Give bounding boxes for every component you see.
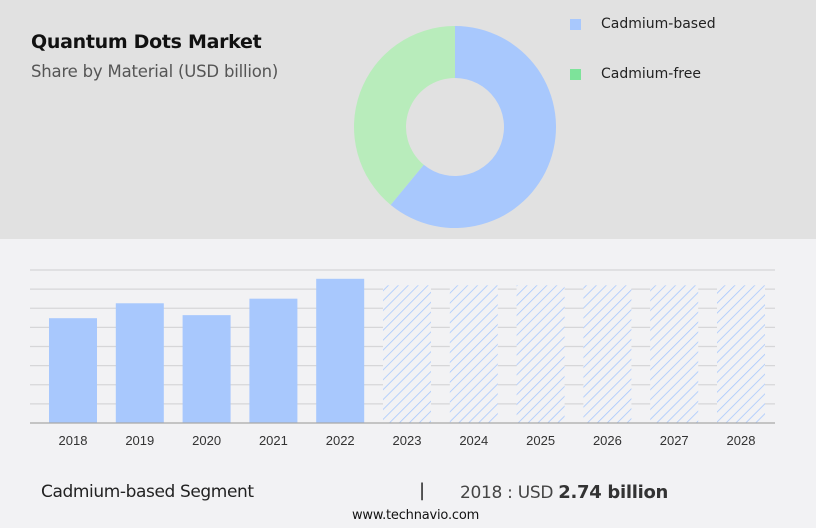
segment-value: 2018 : USD 2.74 billion xyxy=(460,482,668,503)
x-label-2027: 2027 xyxy=(660,433,689,448)
donut-slice-cadmium-based xyxy=(390,26,556,228)
x-label-2020: 2020 xyxy=(192,433,221,448)
footer-separator: | xyxy=(419,480,426,501)
website-link[interactable]: www.technavio.com xyxy=(352,508,480,523)
bar-2022 xyxy=(316,278,365,423)
bar-2024-forecast xyxy=(449,285,498,423)
segment-year-prefix: 2018 : USD xyxy=(460,483,554,503)
bars xyxy=(49,278,765,423)
legend-label-cadmium-free: Cadmium-free xyxy=(601,66,701,82)
x-label-2028: 2028 xyxy=(727,433,756,448)
legend-label-cadmium-based: Cadmium-based xyxy=(601,16,716,32)
donut-chart xyxy=(354,26,556,228)
bar-2020 xyxy=(182,315,231,423)
bar-2025-forecast xyxy=(516,285,565,423)
legend-swatch-cadmium-free xyxy=(570,68,581,80)
bar-2023-forecast xyxy=(383,285,431,423)
x-label-2023: 2023 xyxy=(393,433,422,448)
legend-item-cadmium-based: Cadmium-based xyxy=(570,16,716,32)
legend-item-cadmium-free: Cadmium-free xyxy=(570,66,701,82)
x-label-2025: 2025 xyxy=(526,433,555,448)
bar-2019 xyxy=(115,303,164,423)
x-label-2026: 2026 xyxy=(593,433,622,448)
segment-value-amount: 2.74 billion xyxy=(558,482,669,503)
legend-swatch-cadmium-based xyxy=(570,18,581,30)
x-label-2021: 2021 xyxy=(259,433,288,448)
x-label-2022: 2022 xyxy=(326,433,355,448)
segment-label: Cadmium-based Segment xyxy=(41,482,254,502)
bar-2028-forecast xyxy=(717,285,765,423)
chart-title: Quantum Dots Market xyxy=(31,31,262,53)
x-axis-labels: 2018 2019 2020 2021 2022 2023 2024 2025 2026 2027… xyxy=(59,433,756,448)
bar-2026-forecast xyxy=(583,285,632,423)
x-label-2019: 2019 xyxy=(125,433,154,448)
bar-2021 xyxy=(249,298,298,423)
bar-2018 xyxy=(49,318,97,423)
chart-subtitle: Share by Material (USD billion) xyxy=(31,62,279,81)
donut-slice-cadmium-free xyxy=(354,26,455,205)
x-label-2018: 2018 xyxy=(59,433,88,448)
x-label-2024: 2024 xyxy=(459,433,488,448)
bar-chart: 2018 2019 2020 2021 2022 2023 2024 2025 2026 2027… xyxy=(30,269,775,448)
bar-2027-forecast xyxy=(650,285,699,423)
